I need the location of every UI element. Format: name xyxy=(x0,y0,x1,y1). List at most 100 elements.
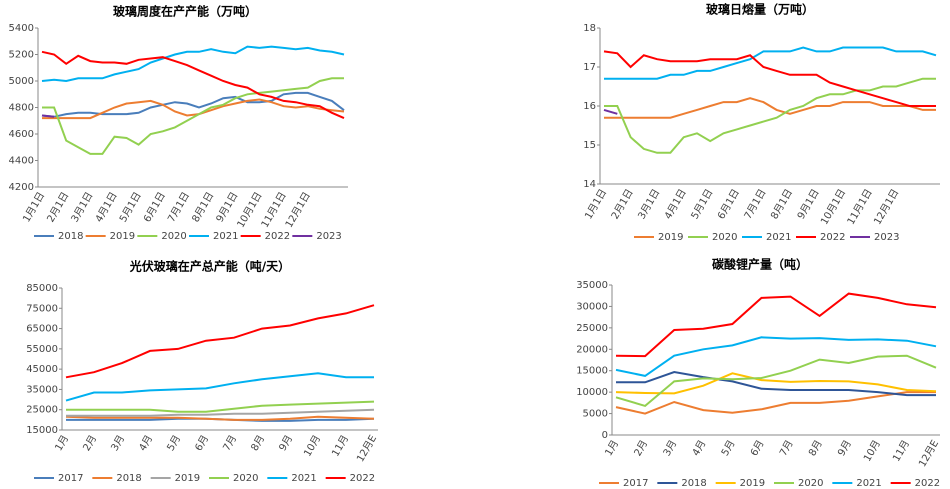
series-line xyxy=(603,50,936,107)
x-tick-label: 6月1日 xyxy=(141,190,168,224)
x-tick-label: 12月E xyxy=(354,433,379,464)
x-tick-label: 12月1日 xyxy=(871,187,901,227)
y-tick-label: 45000 xyxy=(26,364,58,375)
y-tick-label: 4400 xyxy=(9,156,34,167)
x-tick-label: 5月 xyxy=(165,433,184,453)
series-line xyxy=(42,98,345,120)
x-tick-label: 1月 xyxy=(53,433,72,453)
x-tick-label: 4月1日 xyxy=(662,187,689,221)
x-tick-label: 1月 xyxy=(603,438,622,458)
series-line xyxy=(603,108,618,115)
legend-label: 2021 xyxy=(291,473,316,484)
y-tick-label: 4600 xyxy=(9,129,34,140)
x-tick-label: 1月1日 xyxy=(582,187,609,221)
x-tick-label: 11月 xyxy=(329,433,351,459)
x-tick-label: 8月 xyxy=(249,433,268,453)
legend-label: 2022 xyxy=(915,478,940,489)
series-line xyxy=(65,415,375,421)
legend-label: 2018 xyxy=(116,473,141,484)
y-tick-label: 14 xyxy=(583,179,596,190)
legend-label: 2019 xyxy=(658,232,683,243)
x-tick-label: 6月1日 xyxy=(715,187,742,221)
y-tick-label: 0 xyxy=(602,430,608,441)
y-tick-label: 25000 xyxy=(576,323,608,334)
x-tick-label: 8月1日 xyxy=(768,187,795,221)
legend-label: 2023 xyxy=(316,231,341,242)
x-tick-label: 9月1日 xyxy=(214,190,241,224)
x-tick-label: 1月1日 xyxy=(20,190,47,224)
y-tick-label: 17 xyxy=(583,62,596,73)
y-tick-label: 75000 xyxy=(26,303,58,314)
x-tick-label: 9月 xyxy=(835,438,854,458)
series-line xyxy=(615,372,937,395)
y-tick-label: 25000 xyxy=(26,405,58,416)
series-line xyxy=(604,97,936,119)
chart-title: 玻璃周度在产产能（万吨） xyxy=(113,4,257,19)
series-line xyxy=(615,354,937,408)
legend-label: 2022 xyxy=(350,473,375,484)
legend-label: 2020 xyxy=(798,478,823,489)
legend-label: 2020 xyxy=(233,473,258,484)
series-line xyxy=(65,372,374,402)
x-tick-label: 7月 xyxy=(777,438,796,458)
legend-label: 2018 xyxy=(58,231,83,242)
x-tick-label: 4月 xyxy=(690,438,709,458)
x-tick-label: 10月1日 xyxy=(818,187,848,227)
x-tick-label: 5月1日 xyxy=(117,190,144,224)
series-line xyxy=(615,391,936,415)
series-line xyxy=(604,77,936,154)
series-line xyxy=(616,370,936,397)
legend-label: 2021 xyxy=(213,231,238,242)
y-tick-label: 15000 xyxy=(576,366,608,377)
x-tick-label: 12月E xyxy=(916,438,941,469)
x-tick-label: 10月 xyxy=(301,433,323,459)
series-line xyxy=(65,304,375,379)
x-tick-label: 5月1日 xyxy=(689,187,716,221)
x-tick-label: 2月1日 xyxy=(609,187,636,221)
series-line xyxy=(41,91,345,118)
legend-label: 2019 xyxy=(175,473,200,484)
x-tick-label: 2月1日 xyxy=(45,190,72,224)
y-tick-label: 5400 xyxy=(9,23,34,34)
y-tick-label: 15000 xyxy=(26,425,58,436)
x-tick-label: 3月 xyxy=(661,438,680,458)
x-tick-label: 8月 xyxy=(806,438,825,458)
legend-label: 2020 xyxy=(161,231,186,242)
x-tick-label: 9月 xyxy=(277,433,296,453)
series-line xyxy=(604,46,937,80)
x-tick-label: 10月 xyxy=(861,438,883,464)
y-tick-label: 5200 xyxy=(9,50,34,61)
y-tick-label: 55000 xyxy=(26,344,58,355)
y-tick-label: 20000 xyxy=(576,344,608,355)
x-tick-label: 7月1日 xyxy=(165,190,192,224)
legend-label: 2021 xyxy=(856,478,881,489)
legend-label: 2023 xyxy=(874,232,899,243)
chart-title: 碳酸锂产量（吨） xyxy=(712,257,808,272)
x-tick-label: 6月 xyxy=(193,433,212,453)
x-tick-label: 2月 xyxy=(81,433,100,453)
y-tick-label: 65000 xyxy=(26,324,58,335)
legend-label: 2021 xyxy=(766,232,791,243)
y-tick-label: 15 xyxy=(583,140,596,151)
legend-label: 2019 xyxy=(740,478,765,489)
x-tick-label: 3月 xyxy=(109,433,128,453)
y-tick-label: 4200 xyxy=(9,182,34,193)
x-tick-label: 7月1日 xyxy=(742,187,769,221)
y-tick-label: 16 xyxy=(583,101,596,112)
y-tick-label: 18 xyxy=(583,23,596,34)
series-line xyxy=(615,336,937,377)
y-tick-label: 5000 xyxy=(9,76,34,87)
series-line xyxy=(615,292,937,358)
series-line xyxy=(66,408,375,417)
y-tick-label: 10000 xyxy=(576,387,608,398)
series-line xyxy=(41,50,345,120)
series-line xyxy=(66,400,375,413)
x-tick-label: 11月1日 xyxy=(845,187,875,227)
legend-label: 2017 xyxy=(58,473,83,484)
chart-title: 光伏玻璃在产总产能（吨/天） xyxy=(129,259,290,274)
legend-label: 2017 xyxy=(623,478,648,489)
x-tick-label: 6月 xyxy=(748,438,767,458)
x-tick-label: 2月 xyxy=(632,438,651,458)
x-tick-label: 5月 xyxy=(719,438,738,458)
